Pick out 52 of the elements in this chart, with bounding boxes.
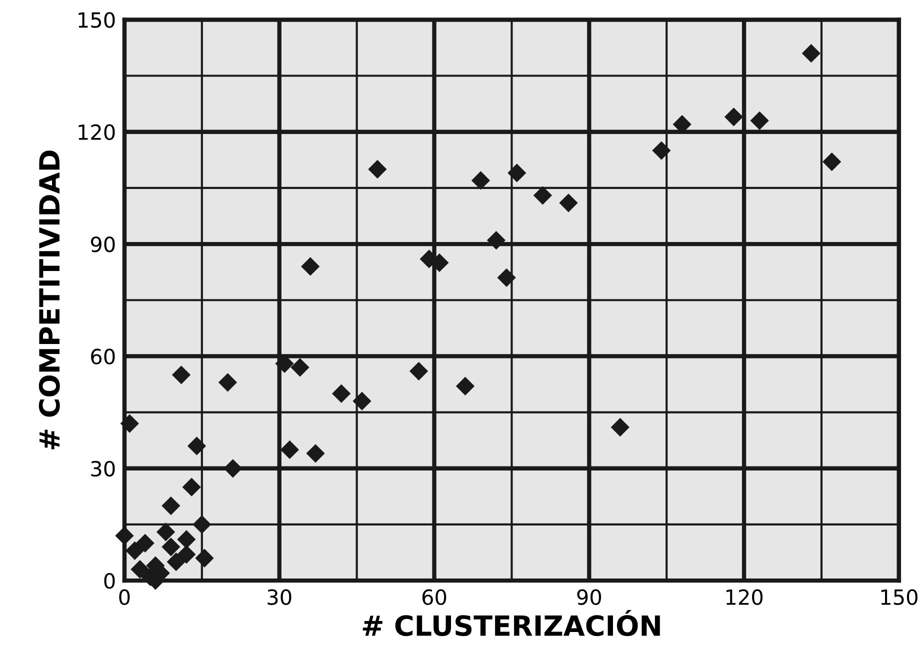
y-tick-label: 0 (104, 573, 115, 589)
point (750, 111, 769, 130)
point (166, 552, 186, 572)
point (352, 392, 372, 410)
point (172, 366, 191, 384)
point (301, 257, 320, 276)
point (486, 230, 506, 250)
point (130, 560, 150, 579)
y-tick-label: 30 (91, 460, 115, 477)
x-axis-title: # CLUSTERIZACIÓN (362, 610, 660, 636)
point (306, 444, 325, 463)
x-tick-label: 60 (422, 589, 446, 606)
point (802, 44, 820, 63)
point (177, 545, 196, 564)
point (652, 141, 671, 160)
point (822, 152, 842, 172)
point (368, 160, 387, 179)
point (162, 496, 180, 516)
point (218, 373, 238, 392)
y-tick-label: 90 (90, 236, 115, 252)
x-tick-label: 150 (881, 589, 918, 606)
point (125, 541, 144, 560)
y-axis-title: # COMPETITIVIDAD (38, 150, 60, 450)
point (224, 459, 242, 478)
point (610, 418, 630, 437)
y-tick-label: 120 (78, 124, 115, 140)
point (136, 534, 154, 552)
point (456, 376, 475, 396)
x-tick-label: 120 (726, 589, 763, 606)
point (177, 530, 196, 549)
point (182, 478, 201, 496)
point (280, 440, 300, 460)
point (497, 268, 516, 287)
y-tick-label: 150 (78, 12, 115, 28)
point (195, 548, 214, 568)
point (471, 171, 490, 190)
point (724, 108, 744, 126)
point (192, 515, 212, 534)
point (409, 362, 428, 380)
point (156, 522, 176, 542)
point (162, 538, 180, 556)
point (533, 186, 552, 205)
y-tick-label: 60 (91, 348, 115, 364)
point (559, 194, 578, 212)
point (187, 436, 206, 456)
x-tick-label: 0 (119, 589, 130, 606)
point (290, 358, 310, 377)
point (332, 384, 351, 403)
x-tick-label: 90 (577, 589, 602, 606)
x-tick-label: 30 (268, 589, 292, 606)
point (508, 164, 526, 182)
point (120, 414, 139, 433)
